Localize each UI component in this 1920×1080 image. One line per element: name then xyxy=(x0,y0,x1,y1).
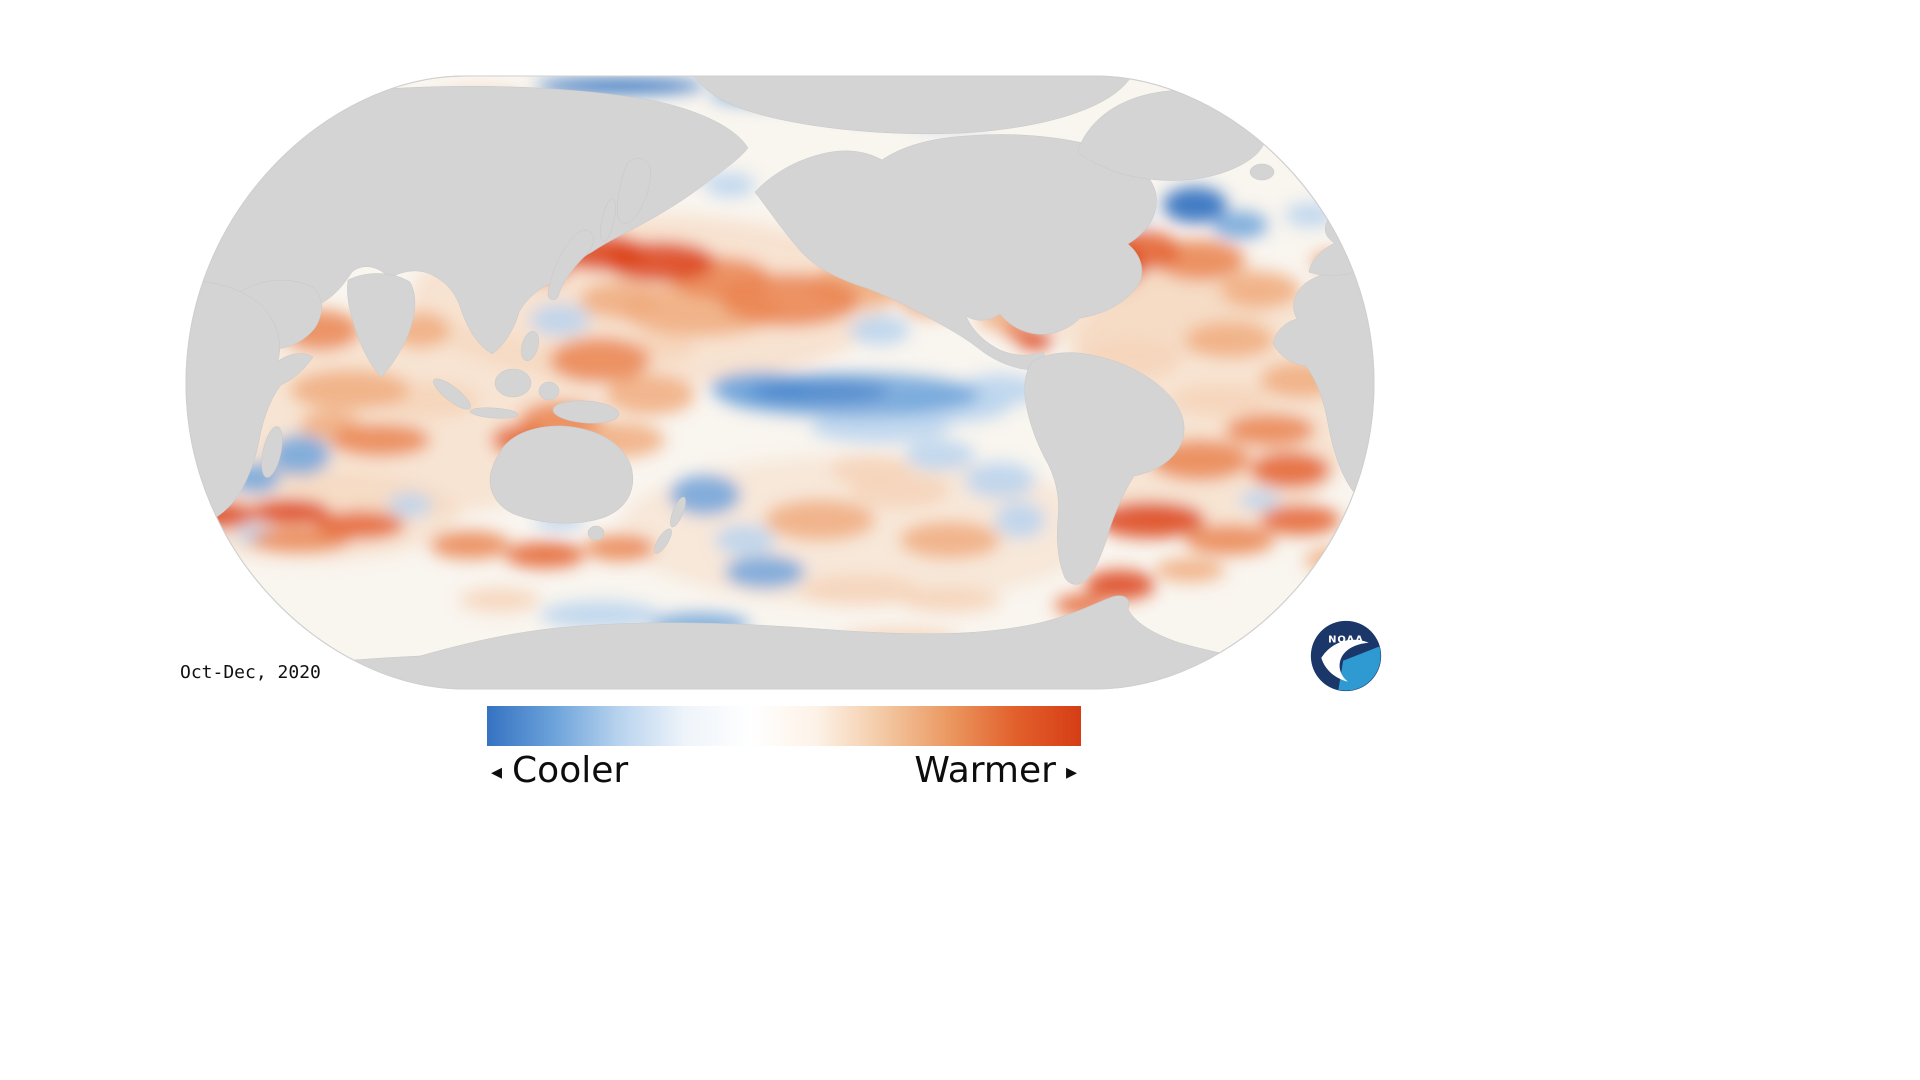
island-new-guinea xyxy=(552,400,620,424)
continents xyxy=(186,76,1374,689)
anomaly-blob xyxy=(250,528,350,552)
continent-south-america xyxy=(1024,352,1185,585)
anomaly-blob xyxy=(715,525,775,555)
anomaly-blob xyxy=(900,587,1000,613)
anomaly-blob xyxy=(960,374,1040,406)
anomaly-blob xyxy=(1017,330,1053,350)
continent-antarctica xyxy=(186,595,1374,689)
continent-eurasia xyxy=(186,86,749,355)
region-scandinavia-west xyxy=(1339,96,1374,152)
island-iceland xyxy=(1249,163,1275,181)
anomaly-blob xyxy=(905,440,975,470)
island-sakhalin xyxy=(600,198,616,242)
continent-north-america xyxy=(754,134,1157,371)
anomaly-blob xyxy=(1170,384,1270,416)
anomaly-blob xyxy=(430,531,510,559)
island-borneo xyxy=(494,368,532,398)
anomaly-blob xyxy=(1225,414,1315,446)
continent-india xyxy=(347,273,416,378)
island-sulawesi xyxy=(538,381,560,401)
warmer-arrow-icon: ▸ xyxy=(1065,759,1077,785)
anomaly-blob xyxy=(830,455,910,485)
anomaly-blob xyxy=(1240,490,1280,510)
warmer-label: Warmer xyxy=(914,750,1056,791)
anomaly-blob xyxy=(670,475,740,515)
anomaly-blob xyxy=(635,330,695,360)
map-outline-stroke xyxy=(185,75,1375,690)
anomaly-blob xyxy=(725,556,805,588)
anomaly-blob xyxy=(1260,505,1340,535)
cooler-label: Cooler xyxy=(512,750,629,791)
anomaly-blob xyxy=(540,601,660,629)
continent-africa-east xyxy=(186,279,314,526)
legend-warmer: Warmer ▸ xyxy=(914,750,1077,791)
anomaly-blob xyxy=(270,435,330,475)
anomaly-blob xyxy=(1185,322,1275,358)
cooler-arrow-icon: ◂ xyxy=(491,759,503,785)
anomaly-blob xyxy=(550,338,650,382)
anomaly-blob xyxy=(1095,502,1205,538)
anomaly-blob xyxy=(900,522,1000,558)
island-philippines xyxy=(521,331,539,361)
region-kamchatka xyxy=(617,157,651,224)
anomaly-blob xyxy=(505,542,585,568)
island-tasmania xyxy=(587,525,605,541)
anomaly-blob xyxy=(535,79,705,93)
island-madagascar xyxy=(261,426,283,478)
anomaly-blob xyxy=(460,588,540,612)
island-new-zealand-north xyxy=(670,496,686,528)
anomaly-blob xyxy=(850,315,910,345)
island-sumatra xyxy=(433,378,471,410)
anomaly-blob xyxy=(800,575,920,605)
anomaly-blob xyxy=(1185,525,1275,555)
region-scandinavia-east xyxy=(186,97,215,156)
anomaly-blob xyxy=(530,304,590,336)
date-label: Oct-Dec, 2020 xyxy=(180,662,321,683)
island-new-zealand-south xyxy=(654,528,672,554)
anomaly-blob xyxy=(1212,211,1268,239)
island-java xyxy=(469,407,519,419)
anomaly-blob xyxy=(605,375,695,415)
legend-cooler: ◂ Cooler xyxy=(491,750,628,791)
anomaly-blob xyxy=(1220,272,1300,308)
continent-australia xyxy=(489,425,634,524)
anomaly-blob xyxy=(705,173,755,197)
anomaly-blob xyxy=(720,274,860,326)
anomaly-blob xyxy=(995,502,1045,538)
region-arctic-cap xyxy=(689,76,1136,135)
colorbar xyxy=(487,706,1081,746)
noaa-logo-text: NOAA xyxy=(1328,635,1364,646)
anomaly-blob xyxy=(1250,452,1330,488)
continent-africa-west xyxy=(1272,267,1374,513)
anomaly-blob xyxy=(290,370,410,410)
anomaly-blob xyxy=(1085,570,1155,600)
anomaly-blob xyxy=(810,411,950,443)
island-japan xyxy=(547,229,594,301)
anomaly-blob xyxy=(585,535,655,561)
anomaly-blob xyxy=(765,500,875,540)
anomaly-blob xyxy=(315,511,405,539)
anomaly-blob xyxy=(250,499,330,525)
anomaly-blob xyxy=(1155,558,1225,582)
anomaly-blob xyxy=(605,242,715,282)
anomaly-blob xyxy=(1163,187,1227,223)
anomaly-blob xyxy=(330,424,430,456)
anomaly-blob xyxy=(965,462,1035,498)
anomaly-blob xyxy=(750,380,890,404)
legend-labels: ◂ Cooler Warmer ▸ xyxy=(487,750,1081,791)
anomaly-blob xyxy=(580,282,660,318)
noaa-logo-lightblue-segment xyxy=(1338,646,1381,691)
noaa-logo: NOAA xyxy=(1310,620,1382,692)
anomaly-blob xyxy=(388,493,432,517)
island-greenland xyxy=(1077,90,1266,181)
noaa-seagull-icon xyxy=(1321,639,1369,682)
